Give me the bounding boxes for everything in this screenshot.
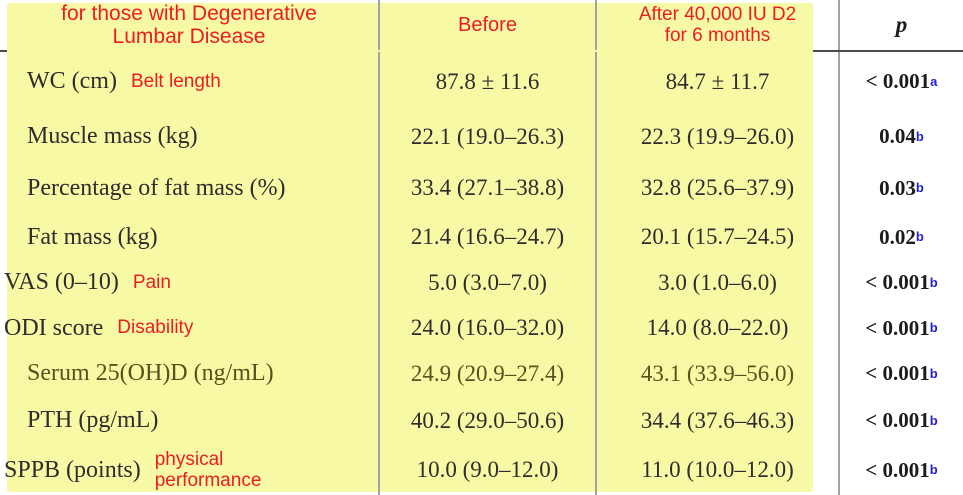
row-annotation: Disability <box>117 317 194 339</box>
table-row: SPPB (points) physical performance 10.0 … <box>0 445 963 495</box>
row-label-cell: WC (cm) Belt length <box>0 52 378 111</box>
row-label-cell: Muscle mass (kg) <box>0 111 378 162</box>
after-value: 3.0 (1.0–6.0) <box>658 269 777 295</box>
after-value-cell: 84.7 ± 11.7 <box>595 52 838 111</box>
p-value: 0.04 <box>879 124 916 148</box>
row-label-cell: PTH (pg/mL) <box>0 396 378 445</box>
p-value: < 0.001 <box>865 315 930 340</box>
p-value-cell: < 0.001 b <box>838 351 963 396</box>
p-value: < 0.001 <box>865 270 930 294</box>
p-value-cell: 0.03 b <box>838 162 963 214</box>
p-value-cell: < 0.001 b <box>838 445 963 495</box>
p-value: 0.02 <box>879 224 916 249</box>
yellow-highlight <box>7 3 813 492</box>
header-before-label: Before <box>458 13 517 36</box>
before-value: 24.9 (20.9–27.4) <box>410 360 565 386</box>
after-value-cell: 14.0 (8.0–22.0) <box>595 305 838 351</box>
after-value: 32.8 (25.6–37.9) <box>640 175 795 200</box>
row-label-cell: Percentage of fat mass (%) <box>0 162 378 214</box>
before-value-cell: 33.4 (27.1–38.8) <box>378 162 595 214</box>
p-value-cell: < 0.001 b <box>838 260 963 305</box>
after-value-cell: 43.1 (33.9–56.0) <box>595 351 838 396</box>
header-after-line1: After 40,000 IU D2 <box>638 4 797 25</box>
header-group-line1: for those with Degenerative <box>61 2 317 25</box>
after-value-cell: 11.0 (10.0–12.0) <box>595 445 838 495</box>
table-row: Fat mass (kg) 21.4 (16.6–24.7) 20.1 (15.… <box>0 214 963 260</box>
header-group-line2: Lumbar Disease <box>112 25 266 48</box>
after-value: 34.4 (37.6–46.3) <box>640 407 795 433</box>
after-value-cell: 22.3 (19.9–26.0) <box>595 111 838 162</box>
before-value-cell: 5.0 (3.0–7.0) <box>378 260 595 305</box>
header-group-label: for those with Degenerative Lumbar Disea… <box>0 0 378 50</box>
p-value: < 0.001 <box>865 408 930 432</box>
header-after: After 40,000 IU D2 for 6 months <box>595 0 838 50</box>
row-label: SPPB (points) <box>4 456 141 483</box>
before-value: 10.0 (9.0–12.0) <box>416 457 559 482</box>
after-value: 43.1 (33.9–56.0) <box>640 360 795 386</box>
before-value-cell: 40.2 (29.0–50.6) <box>378 396 595 445</box>
header-p-label: p <box>895 12 908 37</box>
before-value: 21.4 (16.6–24.7) <box>410 224 565 249</box>
after-value-cell: 3.0 (1.0–6.0) <box>595 260 838 305</box>
after-value-cell: 20.1 (15.7–24.5) <box>595 214 838 260</box>
table-row: Muscle mass (kg) 22.1 (19.0–26.3) 22.3 (… <box>0 111 963 162</box>
row-label: ODI score <box>4 314 104 341</box>
row-label: PTH (pg/mL) <box>27 407 159 433</box>
before-value: 33.4 (27.1–38.8) <box>410 175 565 200</box>
before-value-cell: 87.8 ± 11.6 <box>378 52 595 111</box>
table-row: ODI score Disability 24.0 (16.0–32.0) 14… <box>0 305 963 351</box>
row-label: Muscle mass (kg) <box>27 123 198 149</box>
row-label: VAS (0–10) <box>4 269 119 295</box>
p-value: < 0.001 <box>865 69 931 93</box>
after-value-cell: 34.4 (37.6–46.3) <box>595 396 838 445</box>
p-value: 0.03 <box>879 175 916 200</box>
header-before: Before <box>378 0 595 50</box>
row-annotation: physical performance <box>154 448 262 491</box>
p-value-cell: 0.02 b <box>838 214 963 260</box>
row-label: Serum 25(OH)D (ng/mL) <box>27 360 274 386</box>
row-label-cell: SPPB (points) physical performance <box>0 445 378 495</box>
row-label: WC (cm) <box>27 68 117 94</box>
row-annotation: Belt length <box>130 70 221 92</box>
before-value-cell: 24.9 (20.9–27.4) <box>378 351 595 396</box>
p-value-cell: < 0.001 b <box>838 305 963 351</box>
before-value: 22.1 (19.0–26.3) <box>410 123 565 149</box>
row-label-cell: VAS (0–10) Pain <box>0 260 378 305</box>
row-label-cell: ODI score Disability <box>0 305 378 351</box>
before-value: 5.0 (3.0–7.0) <box>428 269 547 295</box>
table-row: VAS (0–10) Pain 5.0 (3.0–7.0) 3.0 (1.0–6… <box>0 260 963 305</box>
row-label: Percentage of fat mass (%) <box>27 174 286 201</box>
before-value: 40.2 (29.0–50.6) <box>410 407 565 433</box>
before-value: 24.0 (16.0–32.0) <box>410 315 565 340</box>
table-row: PTH (pg/mL) 40.2 (29.0–50.6) 34.4 (37.6–… <box>0 396 963 445</box>
after-value: 20.1 (15.7–24.5) <box>640 224 795 249</box>
after-value: 14.0 (8.0–22.0) <box>646 315 789 340</box>
table-row: WC (cm) Belt length 87.8 ± 11.6 84.7 ± 1… <box>0 52 963 111</box>
table-header-row: for those with Degenerative Lumbar Disea… <box>0 0 963 52</box>
table-row: Percentage of fat mass (%) 33.4 (27.1–38… <box>0 162 963 214</box>
p-value-cell: 0.04 b <box>838 111 963 162</box>
table-row-highlighted: Serum 25(OH)D (ng/mL) 24.9 (20.9–27.4) 4… <box>0 3 963 492</box>
p-value: < 0.001 <box>865 361 930 385</box>
after-value-cell: 32.8 (25.6–37.9) <box>595 162 838 214</box>
header-after-line2: for 6 months <box>664 25 771 46</box>
row-label-cell: Serum 25(OH)D (ng/mL) <box>0 351 378 396</box>
before-value-cell: 24.0 (16.0–32.0) <box>378 305 595 351</box>
before-value: 87.8 ± 11.6 <box>435 68 540 94</box>
after-value: 84.7 ± 11.7 <box>665 68 770 94</box>
after-value: 22.3 (19.9–26.0) <box>640 123 795 149</box>
p-value: < 0.001 <box>865 457 930 482</box>
after-value: 11.0 (10.0–12.0) <box>641 457 794 482</box>
p-value-cell: < 0.001 a <box>838 52 963 111</box>
row-annotation: Pain <box>132 271 171 293</box>
before-value-cell: 21.4 (16.6–24.7) <box>378 214 595 260</box>
row-label-cell: Fat mass (kg) <box>0 214 378 260</box>
p-value-cell: < 0.001 b <box>838 396 963 445</box>
header-p: p <box>838 0 963 50</box>
before-value-cell: 10.0 (9.0–12.0) <box>378 445 595 495</box>
before-value-cell: 22.1 (19.0–26.3) <box>378 111 595 162</box>
row-label: Fat mass (kg) <box>27 223 158 250</box>
